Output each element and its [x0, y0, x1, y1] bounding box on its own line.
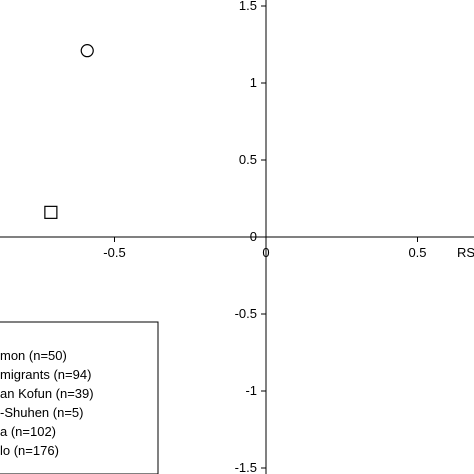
point-square	[44, 205, 58, 219]
y-tick-label: 0.5	[239, 152, 257, 167]
legend-entry: lo (n=176)	[0, 443, 59, 458]
y-tick-label: 0	[250, 229, 257, 244]
x-ticks: -1.5-1-0.500.51	[103, 237, 427, 260]
x-tick-label: -0.5	[103, 245, 125, 260]
y-tick-label: 1	[250, 75, 257, 90]
legend-entry: -Shuhen (n=5)	[0, 405, 83, 420]
x-tick-label: 0.5	[408, 245, 426, 260]
legend-entries: mon (n=50) migrants (n=94) an Kofun (n=39)…	[0, 348, 94, 458]
y-tick-label: -1	[245, 383, 257, 398]
y-ticks: -1.5 -1 -0.5 0 0.5 1 1.5	[235, 0, 266, 474]
legend-box	[0, 321, 159, 474]
legend-entry: migrants (n=94)	[0, 367, 91, 382]
legend-entry: an Kofun (n=39)	[0, 386, 94, 401]
legend-entry: mon (n=50)	[0, 348, 67, 363]
y-tick-label: -0.5	[235, 306, 257, 321]
legend-entry: a (n=102)	[0, 424, 56, 439]
x-axis-label: RS	[457, 245, 474, 260]
x-tick-label: 0	[262, 245, 269, 260]
legend: mon (n=50) migrants (n=94) an Kofun (n=39)…	[0, 321, 159, 474]
y-tick-label: 1.5	[239, 0, 257, 13]
y-tick-label: -1.5	[235, 460, 257, 474]
point-circle	[80, 44, 94, 58]
